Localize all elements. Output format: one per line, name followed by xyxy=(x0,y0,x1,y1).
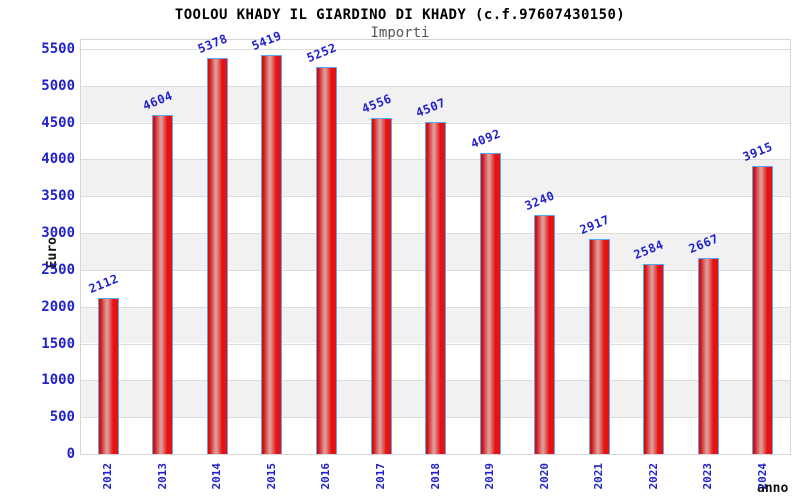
bar-value-label: 5252 xyxy=(304,40,339,66)
bar-2013: 4604 xyxy=(141,88,175,454)
y-tick-label: 3500 xyxy=(41,188,75,205)
y-tick-label: 2000 xyxy=(41,298,75,315)
bar-2016: 5252 xyxy=(305,41,339,454)
bar-2017: 4556 xyxy=(359,92,393,454)
bar-2024: 3915 xyxy=(741,139,775,454)
x-tick-label: 2024 xyxy=(755,463,769,490)
x-tick-label: 2013 xyxy=(155,463,169,490)
chart-title: TOOLOU KHADY IL GIARDINO DI KHADY (c.f.9… xyxy=(174,7,626,23)
x-tick-label: 2021 xyxy=(592,463,606,490)
y-tick-label: 500 xyxy=(49,409,75,426)
x-tick-label: 2014 xyxy=(210,463,224,490)
y-tick-label: 0 xyxy=(66,446,75,462)
y-tick-label: 5500 xyxy=(41,40,75,57)
y-tick-label: 5000 xyxy=(41,77,75,94)
plot-area: 2112 4604 5378 5419 5252 4556 4507 4092 3240 2917… xyxy=(80,28,791,455)
y-tick-label: 4500 xyxy=(41,114,75,131)
x-tick-label: 2019 xyxy=(483,463,496,490)
bar-2021: 2917 xyxy=(577,213,611,454)
bar-value-label: 2112 xyxy=(86,271,121,297)
bar-2015: 5419 xyxy=(250,28,284,454)
x-tick-label: 2012 xyxy=(101,463,115,490)
y-tick-label: 2500 xyxy=(41,261,75,278)
x-tick-label: 2017 xyxy=(374,463,387,490)
bar-2019: 4092 xyxy=(468,126,502,454)
grid-band xyxy=(81,85,790,123)
x-axis-title: anno xyxy=(757,481,789,496)
y-tick-label: 3000 xyxy=(41,225,75,241)
bar-2022: 2584 xyxy=(632,237,666,454)
bar-2018: 4507 xyxy=(414,95,448,454)
gridline xyxy=(81,48,790,50)
x-tick-label: 2020 xyxy=(537,463,551,490)
bar-2023: 2667 xyxy=(686,231,720,454)
x-tick-label: 2015 xyxy=(264,463,278,490)
y-tick-label: 1000 xyxy=(41,372,75,389)
y-tick-label: 4000 xyxy=(41,151,75,168)
y-tick-label: 1500 xyxy=(41,335,75,352)
x-tick-label: 2023 xyxy=(701,463,715,490)
x-tick-label: 2016 xyxy=(319,463,333,490)
bar-2014: 5378 xyxy=(196,31,229,454)
bar-2020: 3240 xyxy=(523,189,557,454)
bar-value-label: 4092 xyxy=(468,126,503,151)
x-tick-label: 2022 xyxy=(646,463,660,490)
gridline xyxy=(81,85,790,87)
chart-subtitle: Importi xyxy=(370,25,430,41)
x-tick-label: 2018 xyxy=(428,463,442,490)
bar-2012: 2112 xyxy=(87,272,120,454)
